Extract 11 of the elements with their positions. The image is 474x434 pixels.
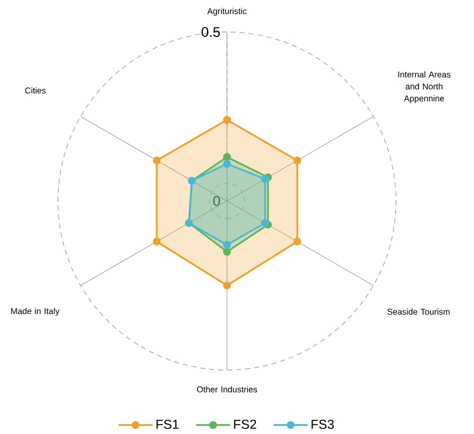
spoke-label: Agrituristic <box>207 8 247 16</box>
legend-label: FS2 <box>234 420 256 429</box>
spoke-label: Other Industries <box>197 386 258 392</box>
spoke-label: Made in Italy <box>11 308 60 316</box>
y-tick-label: 0.5 <box>202 27 220 37</box>
spoke-label: Seaside Tourism <box>387 308 450 315</box>
y-tick-label: 0 <box>213 196 220 206</box>
spoke-label: Cities <box>25 87 46 94</box>
legend-label: FS3 <box>312 420 334 429</box>
legend-label: FS1 <box>156 420 179 429</box>
spoke-label: Internal Areas and North Appennine <box>398 71 450 104</box>
